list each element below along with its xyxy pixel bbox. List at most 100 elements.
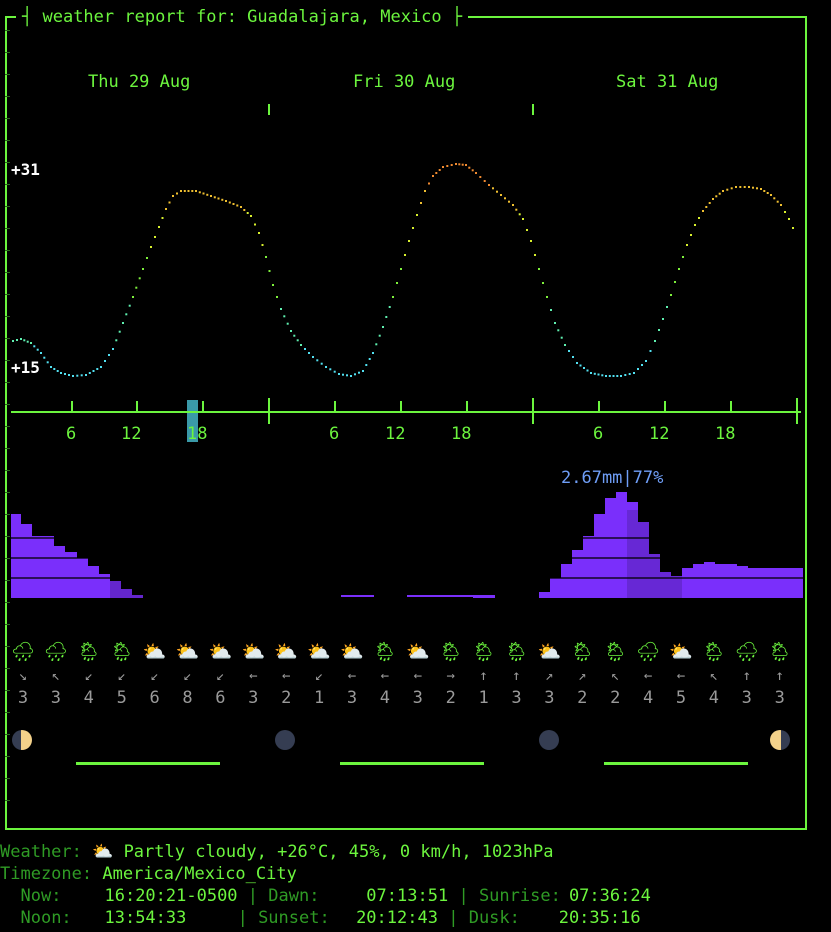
temperature-point <box>624 374 627 376</box>
temperature-point <box>272 284 274 286</box>
wind-direction-arrow: ↗ <box>578 668 587 684</box>
temperature-point <box>378 334 381 337</box>
temperature-point <box>217 197 220 200</box>
temperature-point <box>435 172 438 174</box>
hourly-weather-icon: 🌦 <box>109 641 134 663</box>
temperature-point <box>455 163 457 165</box>
temperature-point <box>784 211 786 213</box>
temperature-point <box>450 164 453 166</box>
border-tick <box>5 96 10 97</box>
temperature-point <box>213 196 216 199</box>
hourly-weather-icon: 🌦 <box>767 641 792 663</box>
border-tick <box>5 602 10 603</box>
border-tick <box>5 360 10 361</box>
temperature-point <box>579 364 582 367</box>
temperature-point <box>362 370 364 372</box>
wind-direction-arrow: ↑ <box>742 668 752 684</box>
sunset-value: 20:12:43 <box>356 908 438 928</box>
wind-speed-value: 6 <box>149 688 160 708</box>
temperature-point <box>350 375 352 377</box>
temperature-point <box>191 190 194 192</box>
temperature-point <box>763 190 766 192</box>
time-axis <box>11 411 801 413</box>
hourly-weather-icon: 🌦 <box>372 641 398 663</box>
temperature-point <box>333 370 336 373</box>
temperature-point <box>538 268 540 270</box>
temperature-point <box>365 364 368 366</box>
temperature-point <box>228 201 231 204</box>
hourly-weather-icon: 🌦 <box>603 641 628 663</box>
temperature-point <box>338 373 340 375</box>
temperature-point <box>354 373 356 376</box>
hourly-weather-icon: 🌦 <box>76 641 101 663</box>
temperature-point <box>475 172 477 174</box>
daylight-bar <box>604 762 748 765</box>
day-label-1: Thu 29 Aug <box>88 72 191 92</box>
temperature-point <box>686 244 688 246</box>
temperature-point <box>176 192 178 195</box>
temperature-point <box>372 352 374 354</box>
temperature-point <box>616 375 619 377</box>
temperature-point <box>115 339 118 342</box>
temperature-point <box>730 187 733 190</box>
temperature-point <box>26 340 29 343</box>
hourly-weather-icon: ⛅ <box>669 641 693 663</box>
temperature-point <box>546 296 548 298</box>
temperature-point <box>442 166 444 168</box>
temperature-point <box>23 339 26 342</box>
temperature-point <box>316 359 319 362</box>
temperature-point <box>150 246 152 248</box>
temperature-point <box>108 354 110 356</box>
wind-direction-arrow: ↘ <box>18 668 28 684</box>
hourly-weather-icon: ⛅ <box>241 641 266 663</box>
temperature-point <box>210 195 212 197</box>
temperature-point <box>500 194 502 196</box>
temperature-point <box>530 240 532 242</box>
hourly-weather-icon: 🌦 <box>471 641 496 663</box>
hourly-weather-icon: 🌦 <box>570 641 595 663</box>
hourly-weather-icon: ⛅ <box>175 641 200 663</box>
border-tick <box>5 338 10 339</box>
wind-direction-arrow: ↙ <box>216 668 225 684</box>
wind-speed-value: 6 <box>215 688 226 708</box>
border-tick <box>5 294 10 295</box>
wind-speed-value: 2 <box>577 688 588 708</box>
temperature-point <box>412 227 414 229</box>
temperature-point <box>261 244 264 246</box>
moon-phase-icon <box>12 730 32 750</box>
temperature-point <box>780 204 782 206</box>
temperature-point <box>690 234 692 236</box>
temperature-point <box>246 212 249 214</box>
temperature-point <box>583 367 585 369</box>
temperature-point <box>183 190 186 192</box>
temperature-point <box>726 188 729 191</box>
temperature-point <box>446 165 449 167</box>
temperature-point <box>312 356 314 358</box>
temperature-point <box>743 186 746 188</box>
temperature-point <box>112 348 114 350</box>
temperature-point <box>739 186 742 188</box>
wind-direction-arrow: ← <box>643 668 653 684</box>
border-tick <box>5 426 10 427</box>
hour-label: 18 <box>187 424 208 444</box>
temperature-point <box>225 200 227 202</box>
temperature-point <box>628 373 631 375</box>
hourly-weather-icon: ⛅ <box>208 641 233 663</box>
temperature-point <box>612 375 615 377</box>
wind-speed-value: 3 <box>412 688 423 708</box>
temperature-point <box>64 373 66 375</box>
border-tick <box>5 74 10 75</box>
border-tick <box>5 756 10 757</box>
temperature-point <box>346 374 348 377</box>
temperature-point <box>458 163 461 166</box>
wind-speed-value: 3 <box>774 688 785 708</box>
border-tick <box>5 668 10 669</box>
temperature-point <box>92 370 95 372</box>
wind-speed-value: 2 <box>281 688 292 708</box>
moon-phase-icon <box>539 730 559 750</box>
current-weather-line: Weather: ⛅ Partly cloudy, +26°C, 45%, 0 … <box>0 841 553 863</box>
hourly-weather-icon: 🌦 <box>701 641 727 663</box>
border-tick <box>5 778 10 779</box>
temperature-point <box>641 364 643 366</box>
wind-direction-arrow: ← <box>249 668 258 684</box>
